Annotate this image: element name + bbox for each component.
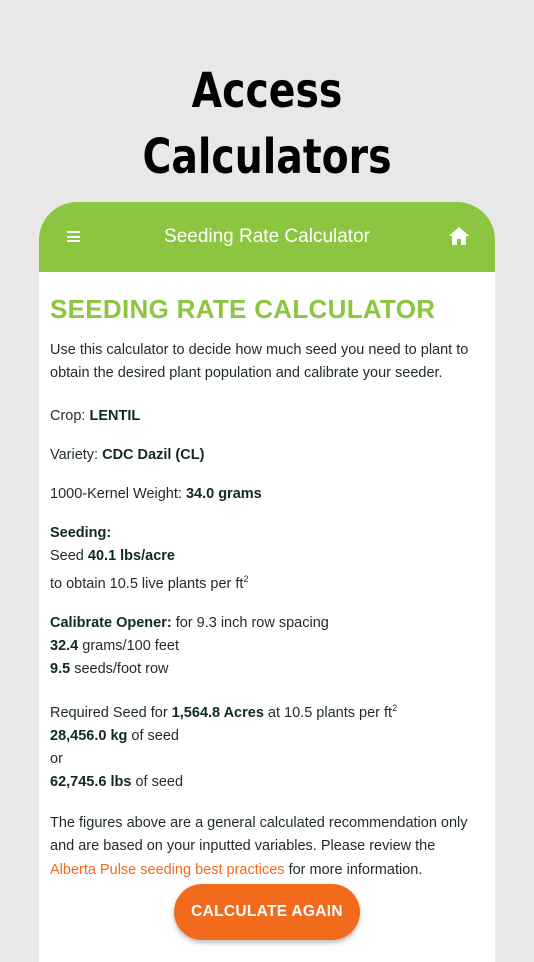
calibrate-spacing: for 9.3 inch row spacing bbox=[171, 614, 329, 631]
required-prefix: Required Seed for bbox=[50, 704, 172, 721]
seeding-prefix: Seed bbox=[50, 548, 88, 564]
crop-row: Crop: LENTIL bbox=[50, 405, 484, 428]
required-lbs-suffix: of seed bbox=[131, 773, 184, 790]
required-lbs-value: 62,745.6 lbs bbox=[50, 773, 132, 790]
intro-text: Use this calculator to decide how much s… bbox=[50, 342, 469, 381]
phone-screen: Seeding Rate Calculator SEEDING RATE CAL… bbox=[39, 202, 495, 962]
calibrate-grams-unit: grams/100 feet bbox=[78, 637, 179, 654]
note-text-before: The figures above are a general calculat… bbox=[50, 814, 468, 855]
variety-row: Variety: CDC Dazil (CL) bbox=[50, 444, 484, 467]
crop-value: LENTIL bbox=[89, 408, 141, 424]
required-plants: at 10.5 plants per ft bbox=[263, 704, 393, 721]
kernel-weight-row: 1000-Kernel Weight: 34.0 grams bbox=[50, 483, 484, 506]
calibrate-seeds-value: 9.5 bbox=[50, 660, 71, 677]
best-practices-link[interactable]: Alberta Pulse seeding best practices bbox=[50, 861, 285, 878]
calculate-again-button[interactable]: CALCULATE AGAIN bbox=[174, 884, 360, 940]
note-text-after: for more information. bbox=[284, 861, 423, 878]
variety-value: CDC Dazil (CL) bbox=[102, 447, 205, 463]
seeding-heading: Seeding: bbox=[50, 525, 112, 541]
kernel-weight-label: 1000-Kernel Weight: bbox=[50, 486, 186, 502]
calibrate-heading: Calibrate Opener: bbox=[50, 614, 172, 631]
seeding-rate-value: 40.1 lbs/acre bbox=[87, 548, 175, 564]
required-kg-suffix: of seed bbox=[127, 727, 179, 744]
seeding-section: Seeding: Seed 40.1 lbs/acre to obtain 10… bbox=[50, 522, 484, 596]
calibrate-grams-row: 32.4 grams/100 feet bbox=[50, 635, 484, 658]
calibrate-heading-row: Calibrate Opener: for 9.3 inch row spaci… bbox=[50, 612, 484, 635]
home-icon[interactable] bbox=[448, 226, 470, 246]
seeding-obtain-text: to obtain 10.5 live plants per ft bbox=[50, 575, 244, 592]
calibrate-seeds-unit: seeds/foot row bbox=[70, 660, 169, 677]
headline-line-2: Calculators bbox=[142, 129, 392, 185]
app-bar: Seeding Rate Calculator bbox=[39, 202, 495, 272]
required-kg-row: 28,456.0 kg of seed bbox=[50, 725, 484, 748]
calibrate-seeds-row: 9.5 seeds/foot row bbox=[50, 658, 484, 681]
calibrate-section: Calibrate Opener: for 9.3 inch row spaci… bbox=[50, 612, 484, 681]
required-seed-section: Required Seed for 1,564.8 Acres at 10.5 … bbox=[50, 697, 484, 794]
calculator-results: SEEDING RATE CALCULATOR Use this calcula… bbox=[39, 272, 495, 882]
seeding-obtain-row: to obtain 10.5 live plants per ft2 bbox=[50, 568, 484, 596]
disclaimer-note: The figures above are a general calculat… bbox=[50, 812, 484, 883]
required-seed-row: Required Seed for 1,564.8 Acres at 10.5 … bbox=[50, 697, 484, 725]
kernel-weight-value: 34.0 grams bbox=[185, 486, 262, 502]
crop-label: Crop: bbox=[50, 408, 90, 424]
app-bar-title: Seeding Rate Calculator bbox=[164, 226, 370, 247]
required-acres: 1,564.8 Acres bbox=[171, 704, 264, 721]
calibrate-grams-value: 32.4 bbox=[50, 637, 79, 654]
seeding-obtain-sup: 2 bbox=[243, 574, 249, 584]
page-title: SEEDING RATE CALCULATOR bbox=[50, 294, 436, 324]
required-lbs-row: 62,745.6 lbs of seed bbox=[50, 771, 484, 794]
required-or: or bbox=[50, 750, 63, 767]
headline-line-1: Access bbox=[191, 63, 343, 119]
hamburger-menu-icon[interactable] bbox=[67, 231, 80, 242]
required-kg-value: 28,456.0 kg bbox=[50, 727, 128, 744]
required-sup: 2 bbox=[392, 702, 398, 713]
headline: Access Calculators bbox=[48, 58, 486, 190]
seeding-rate-row: Seed 40.1 lbs/acre bbox=[50, 545, 484, 568]
variety-label: Variety: bbox=[50, 447, 103, 463]
